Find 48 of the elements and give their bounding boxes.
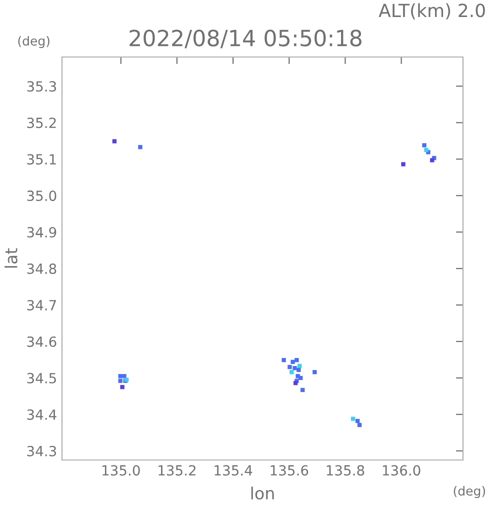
x-tick-label: 135.4 [214, 465, 252, 476]
y-tick-label: 34.4 [27, 409, 56, 420]
point [122, 374, 126, 378]
point [118, 374, 122, 378]
point [401, 162, 406, 166]
x-tick-label: 135.6 [270, 465, 308, 476]
y-tick-label: 34.3 [27, 446, 56, 456]
y-tick-label: 35.2 [27, 118, 56, 128]
point [292, 366, 297, 370]
point [312, 370, 317, 374]
point [357, 422, 362, 428]
x-axis-title: lon [251, 486, 274, 500]
point [422, 143, 426, 148]
point [355, 418, 360, 424]
x-tick-label: 136.0 [382, 465, 420, 476]
point [298, 376, 303, 380]
chart-title: 2022/08/14 05:50:18 [130, 30, 362, 48]
text: (deg) [18, 36, 50, 48]
point [288, 364, 292, 370]
point [294, 358, 299, 362]
y-tick-label: 34.6 [27, 336, 56, 347]
y-axis-title: lat [4, 248, 18, 268]
point [424, 148, 428, 152]
y-tick-label: 35.0 [27, 190, 56, 202]
x-tick-label: 135.0 [102, 465, 140, 476]
point [138, 145, 142, 150]
y-tick-label: 35.1 [27, 154, 56, 165]
point [290, 370, 294, 374]
point [294, 380, 298, 386]
point [300, 388, 305, 392]
y-tick-label: 34.9 [27, 227, 56, 238]
point [118, 378, 122, 383]
point [430, 158, 434, 162]
chart-subtitle: ALT(km) 2.0 [378, 3, 485, 20]
point [290, 360, 295, 364]
point [297, 364, 302, 368]
point [282, 358, 286, 362]
y-tick-label: 34.8 [27, 264, 56, 274]
point [296, 368, 301, 372]
point [112, 139, 117, 144]
x-tick-label: 135.8 [326, 465, 364, 476]
y-tick-label: 34.5 [27, 372, 56, 384]
point [350, 416, 356, 421]
point [120, 384, 124, 390]
x-tick-label: 135.2 [158, 465, 196, 476]
text: (deg) [454, 486, 486, 498]
y-tick-label: 35.3 [27, 81, 56, 92]
y-tick-label: 34.7 [27, 300, 56, 310]
